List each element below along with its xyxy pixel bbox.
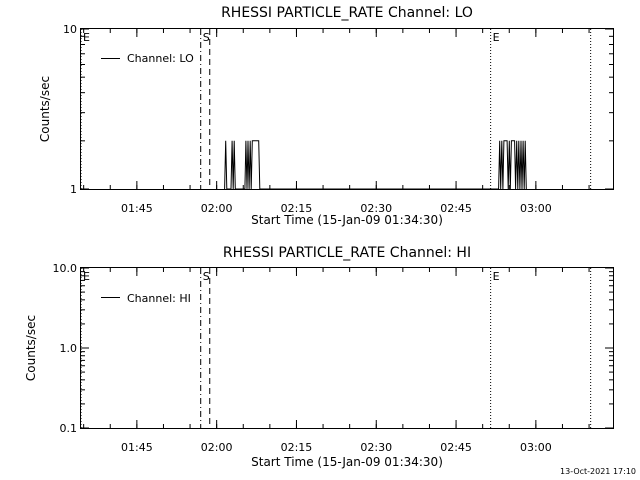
x-axis-label: Start Time (15-Jan-09 01:34:30) <box>251 455 443 469</box>
event-marker-label: E <box>83 270 90 283</box>
legend-label: Channel: LO <box>127 52 194 65</box>
event-marker-label: E <box>493 270 500 283</box>
panel-lo: RHESSI PARTICLE_RATE Channel: LO E S E 01:… <box>38 5 614 227</box>
y-ticks: 1 10 <box>63 23 613 196</box>
y-axis-label: Counts/sec <box>24 315 38 381</box>
x-tick-label: 02:00 <box>201 202 233 215</box>
panel-hi: RHESSI PARTICLE_RATE Channel: HI E S E 01:… <box>24 245 614 469</box>
x-tick-label: 03:00 <box>520 441 552 454</box>
x-tick-label: 02:15 <box>281 202 313 215</box>
chart-title: RHESSI PARTICLE_RATE Channel: HI <box>223 245 471 261</box>
y-axis-label: Counts/sec <box>38 76 52 142</box>
x-tick-label: 02:00 <box>201 441 233 454</box>
x-tick-label: 02:30 <box>360 441 392 454</box>
event-marker-label: S <box>203 31 210 44</box>
x-tick-label: 03:00 <box>520 202 552 215</box>
series-lines <box>224 140 527 190</box>
event-marker-label: E <box>83 31 90 44</box>
x-tick-label: 01:45 <box>121 202 153 215</box>
event-marker-label: S <box>203 270 210 283</box>
y-tick-label: 1.0 <box>60 342 78 355</box>
series-line <box>224 140 527 190</box>
x-tick-label: 02:45 <box>440 202 472 215</box>
y-ticks: 0.1 1.0 10.0 <box>53 262 613 435</box>
y-tick-label: 0.1 <box>60 422 78 435</box>
chart-title: RHESSI PARTICLE_RATE Channel: LO <box>221 5 473 21</box>
x-ticks: 01:45 02:00 02:15 02:30 02:45 03:00 <box>83 29 590 215</box>
plot-frame <box>80 267 614 429</box>
event-marker-label: E <box>493 31 500 44</box>
x-tick-label: 02:45 <box>440 441 472 454</box>
x-tick-label: 01:45 <box>121 441 153 454</box>
y-tick-label: 10 <box>63 23 77 36</box>
footer-timestamp: 13-Oct-2021 17:10 <box>560 467 636 476</box>
x-tick-label: 02:30 <box>360 202 392 215</box>
x-tick-label: 02:15 <box>281 441 313 454</box>
x-axis-label: Start Time (15-Jan-09 01:34:30) <box>251 213 443 227</box>
legend-label: Channel: HI <box>127 292 191 305</box>
x-ticks: 01:45 02:00 02:15 02:30 02:45 03:00 <box>83 268 590 454</box>
y-tick-label: 10.0 <box>53 262 78 275</box>
y-tick-label: 1 <box>70 183 77 196</box>
